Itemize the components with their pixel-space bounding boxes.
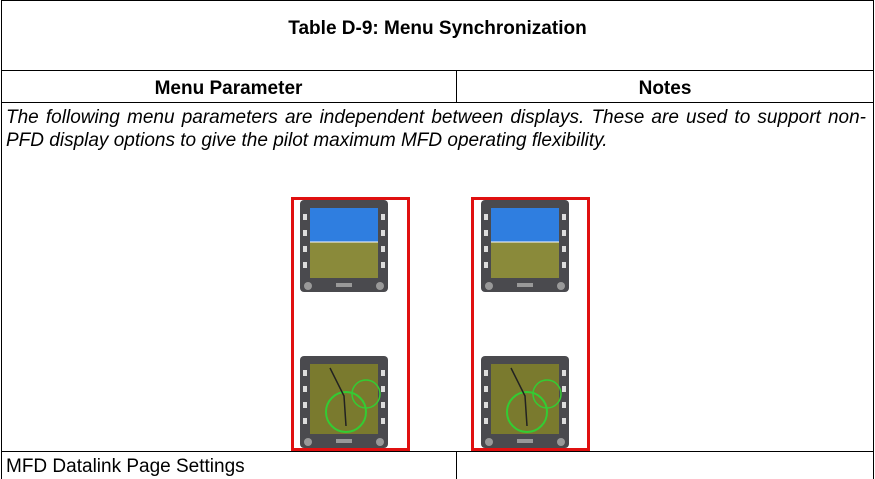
table-title: Table D-9: Menu Synchronization xyxy=(288,18,587,39)
border xyxy=(1,0,874,1)
highlight-box xyxy=(291,197,410,451)
border xyxy=(456,451,457,479)
highlight-box xyxy=(471,197,590,451)
border xyxy=(1,70,874,71)
pfd-display xyxy=(300,200,388,292)
column-header: Menu Parameter xyxy=(154,78,303,99)
mfd-display xyxy=(300,356,388,448)
pfd-display xyxy=(481,200,569,292)
cell: MFD Datalink Page Settings xyxy=(6,456,245,477)
border xyxy=(873,0,874,479)
border xyxy=(456,70,457,102)
column-header: Notes xyxy=(638,78,692,99)
border xyxy=(1,102,874,103)
mfd-display xyxy=(481,356,569,448)
description: The following menu parameters are indepe… xyxy=(6,107,866,151)
border xyxy=(1,451,874,452)
border xyxy=(1,0,2,479)
